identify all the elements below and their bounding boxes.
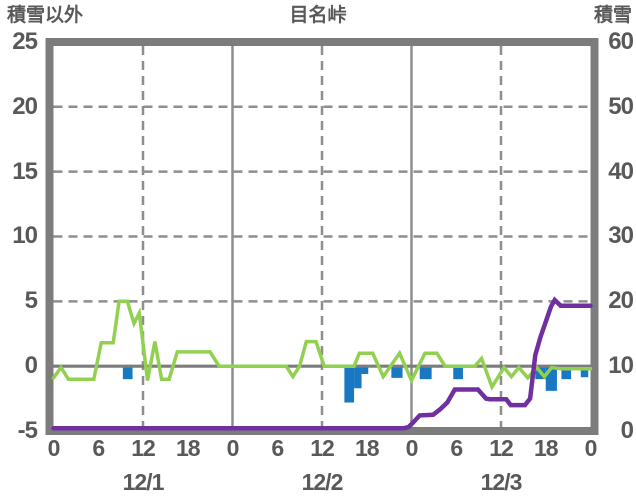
date-label: 12/1 (122, 469, 165, 495)
snow-depth-line (51, 296, 593, 431)
right-axis-tick-label: 10 (608, 352, 634, 380)
hour-tick-label: 18 (354, 435, 380, 461)
hour-tick-label: 0 (47, 435, 61, 461)
precipitation-bar (419, 366, 432, 380)
hour-tick-label: 0 (584, 435, 598, 461)
precipitation-bar (545, 366, 557, 391)
left-axis-tick-label: 10 (12, 222, 38, 250)
hour-tick-label: 6 (271, 435, 284, 461)
hour-tick-label: 18 (175, 435, 201, 461)
precipitation-bar (391, 366, 403, 378)
left-axis-tick-label: 0 (24, 352, 38, 380)
hour-tick-label: 6 (92, 435, 105, 461)
precipitation-bar (354, 366, 362, 389)
hour-tick-label: 12 (489, 435, 514, 461)
right-axis-tick-label: 20 (608, 287, 634, 315)
chart-title: 目名峠 (289, 5, 347, 26)
hour-tick-label: 0 (226, 435, 240, 461)
hour-tick-label: 12 (310, 435, 335, 461)
hour-tick-label: 12 (131, 435, 156, 461)
left-axis-tick-label: 25 (12, 27, 38, 55)
hour-tick-label: 18 (533, 435, 559, 461)
hour-tick-label: 6 (450, 435, 463, 461)
right-axis-tick-label: 50 (608, 92, 634, 120)
hour-tick-label: 0 (405, 435, 419, 461)
precipitation-bar (561, 366, 572, 380)
date-label: 12/2 (301, 469, 344, 495)
green-value-line (51, 299, 593, 392)
plot-border (45, 38, 599, 435)
right-axis-tick-label: 40 (608, 157, 634, 185)
right-axis-tick-label: 0 (620, 417, 634, 444)
precipitation-bar (361, 366, 369, 374)
right-axis-title: 積雪 (593, 5, 632, 26)
precipitation-bar (580, 366, 589, 378)
precipitation-bar (344, 366, 355, 403)
right-axis-tick-label: 30 (608, 222, 634, 250)
left-axis-tick-label: 5 (24, 287, 38, 315)
precipitation-bar (453, 366, 463, 380)
right-axis-tick-label: 60 (608, 27, 634, 55)
date-label: 12/3 (480, 469, 523, 495)
precipitation-bar (122, 366, 133, 380)
left-axis-tick-label: 15 (12, 157, 38, 185)
left-axis-tick-label: 20 (12, 92, 38, 120)
left-axis-title: 積雪以外 (7, 5, 84, 26)
left-axis-tick-label: -5 (17, 417, 38, 445)
